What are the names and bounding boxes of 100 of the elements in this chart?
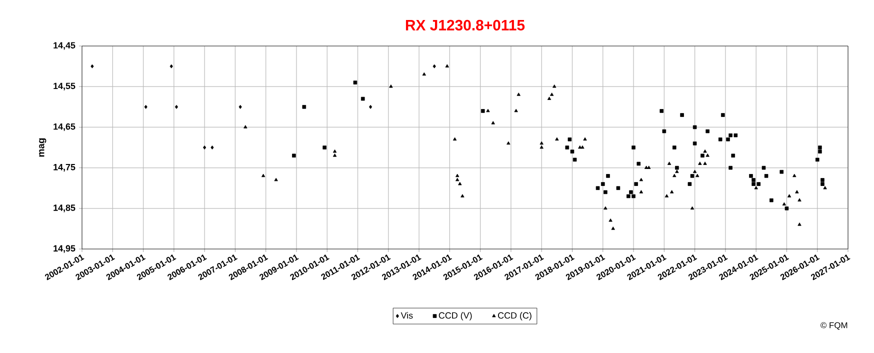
point [754, 186, 758, 190]
point [144, 104, 148, 109]
point [552, 84, 556, 88]
point [752, 178, 756, 182]
point [756, 182, 761, 186]
point [368, 104, 372, 109]
point [604, 190, 608, 194]
point [353, 80, 358, 84]
point [210, 146, 214, 150]
point [422, 72, 426, 76]
point [706, 129, 710, 134]
point [762, 166, 766, 170]
point [332, 154, 337, 157]
point [696, 174, 700, 178]
point [703, 149, 707, 153]
point [616, 186, 620, 190]
point [823, 186, 827, 190]
point [680, 113, 684, 117]
point [792, 174, 796, 178]
point [458, 182, 462, 186]
text: © FQM [820, 322, 848, 330]
point [764, 174, 768, 178]
chart-title: RX J1230.8+0115 [406, 20, 525, 31]
point [752, 182, 756, 186]
point [514, 108, 518, 112]
point [672, 146, 676, 150]
y-tick-label: 14,45 [54, 42, 76, 50]
point [639, 178, 644, 182]
point [629, 190, 633, 194]
point [203, 146, 206, 150]
point [432, 64, 436, 68]
point [611, 226, 615, 230]
point [460, 194, 464, 198]
point [692, 125, 697, 130]
point [604, 206, 608, 210]
point [274, 178, 278, 182]
point [244, 125, 248, 128]
point [261, 174, 266, 178]
point [692, 142, 697, 146]
y-tick-label: 14,55 [54, 82, 76, 90]
point [596, 186, 600, 190]
point [734, 133, 738, 138]
point [670, 190, 674, 194]
point [456, 174, 460, 178]
point [570, 150, 574, 154]
point [174, 104, 178, 109]
point [540, 145, 544, 149]
legend-label: Vis [400, 312, 413, 319]
point [780, 170, 784, 174]
point [644, 166, 648, 169]
point [480, 109, 485, 113]
point [818, 150, 822, 154]
y-tick-label: 14,65 [54, 123, 76, 132]
point [360, 96, 365, 101]
point [583, 137, 587, 141]
point [706, 154, 710, 157]
point [639, 190, 644, 194]
point [731, 154, 736, 158]
point [491, 121, 495, 124]
y-axis-title: mag [39, 138, 46, 157]
point [728, 166, 732, 170]
point [672, 174, 676, 178]
point [238, 104, 242, 109]
legend-label: CCD (V) [438, 312, 472, 320]
point [700, 154, 704, 158]
point [692, 170, 697, 174]
point [721, 113, 725, 117]
point [565, 146, 570, 150]
point [718, 137, 722, 142]
point [770, 198, 774, 202]
point [568, 137, 572, 142]
point [690, 206, 694, 210]
point [90, 64, 94, 68]
point [170, 64, 173, 68]
point [456, 178, 460, 182]
point [608, 218, 612, 222]
point [486, 108, 490, 112]
point [636, 162, 641, 166]
point [547, 96, 552, 100]
point [632, 194, 636, 198]
point [728, 133, 732, 138]
point [516, 92, 520, 96]
legend-label: CCD (C) [498, 312, 532, 320]
point [703, 162, 707, 165]
point [572, 158, 577, 162]
point [667, 162, 672, 165]
point [606, 174, 610, 178]
y-tick-label: 14,95 [54, 245, 76, 253]
point [389, 84, 393, 88]
point [580, 145, 584, 149]
point [787, 194, 792, 198]
point [749, 174, 753, 178]
point [626, 194, 630, 198]
point [820, 182, 824, 186]
point [506, 141, 510, 145]
point [302, 105, 306, 109]
point [555, 137, 559, 141]
point [662, 129, 666, 134]
point [820, 178, 824, 182]
point [782, 202, 786, 206]
